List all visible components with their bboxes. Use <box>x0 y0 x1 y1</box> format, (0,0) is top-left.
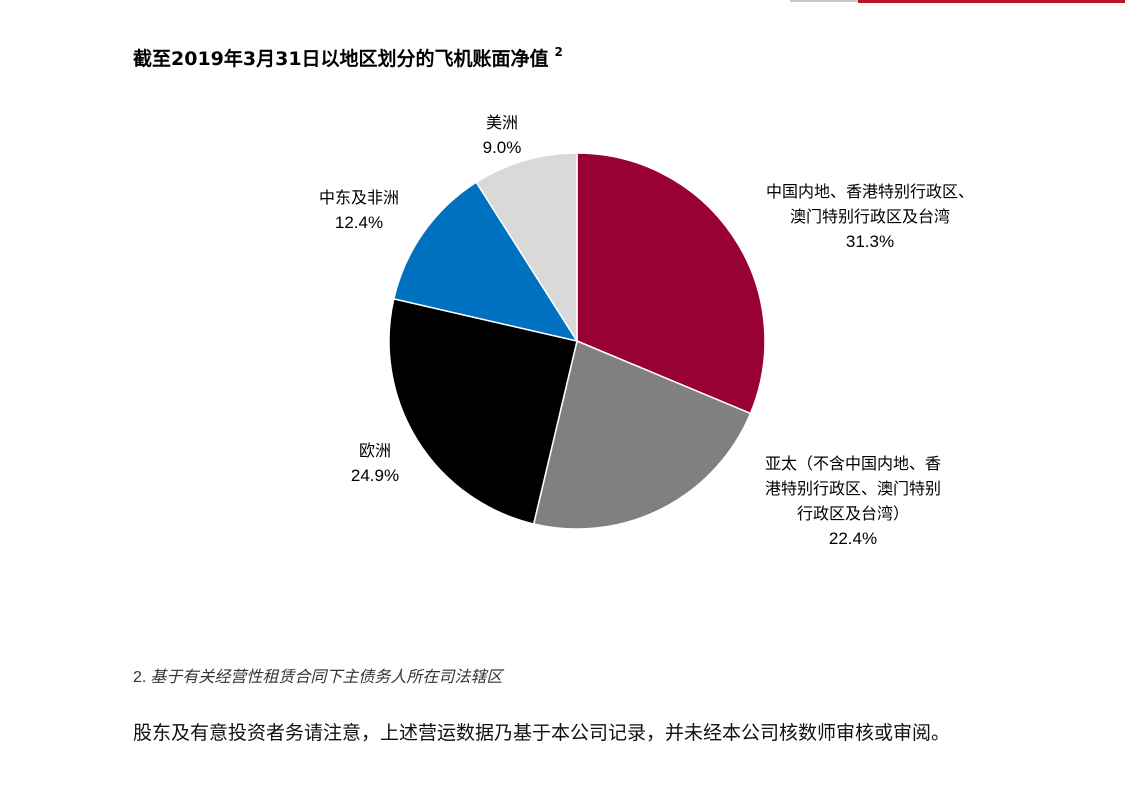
title-footnote-marker: 2 <box>554 44 563 59</box>
disclaimer-text: 股东及有意投资者务请注意，上述营运数据乃基于本公司记录，并未经本公司核数师审核或… <box>133 722 951 744</box>
slice-label-line: 中东及非洲 <box>318 188 400 207</box>
footnote: 2. 基于有关经营性租赁合同下主债务人所在司法辖区 <box>133 663 502 687</box>
chart-title-text: 截至2019年3月31日以地区划分的飞机账面净值 <box>133 48 549 70</box>
label-slice-4: 美洲 9.0% <box>483 110 522 160</box>
slice-label-line: 中国内地、香港特别行政区、 <box>765 182 975 201</box>
slice-value-label: 12.4% <box>334 213 384 232</box>
slice-value-label: 9.0% <box>482 138 522 157</box>
slice-value-label: 22.4% <box>828 529 878 548</box>
slice-label-line: 澳门特别行政区及台湾 <box>789 207 951 226</box>
label-slice-0: 中国内地、香港特别行政区、 澳门特别行政区及台湾 31.3% <box>766 179 974 254</box>
pie-slice-3 <box>392 181 579 343</box>
label-slice-3: 中东及非洲 12.4% <box>319 185 399 235</box>
slice-label-line: 美洲 <box>485 113 518 132</box>
label-slice-2: 欧洲 24.9% <box>351 438 399 488</box>
chart-title: 截至2019年3月31日以地区划分的飞机账面净值 2 <box>133 44 563 71</box>
slice-label-line: 行政区及台湾） <box>796 504 910 523</box>
slice-value-label: 31.3% <box>845 232 895 251</box>
header-rule-red <box>858 0 1125 3</box>
pie-slice-0 <box>576 152 766 415</box>
pie-slice-2 <box>388 297 578 525</box>
slice-label-line: 港特别行政区、澳门特别 <box>764 479 942 498</box>
footnote-number: 2. <box>133 669 147 686</box>
slice-label-line: 欧洲 <box>358 441 392 460</box>
pie-slice-1 <box>532 339 752 530</box>
slice-value-label: 24.9% <box>350 466 400 485</box>
header-rule-grey <box>790 0 858 2</box>
pie-slice-4 <box>475 152 578 344</box>
slice-label-line: 亚太（不含中国内地、香 <box>764 454 942 473</box>
label-slice-1: 亚太（不含中国内地、香 港特别行政区、澳门特别 行政区及台湾） 22.4% <box>765 451 941 551</box>
footnote-text: 基于有关经营性租赁合同下主债务人所在司法辖区 <box>150 667 503 686</box>
